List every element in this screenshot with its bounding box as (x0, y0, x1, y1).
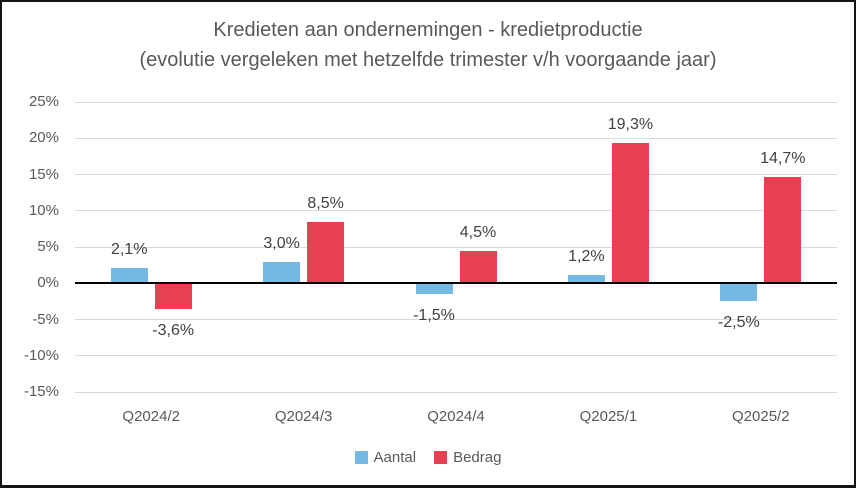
bar-aantal-q2024-2 (110, 268, 148, 284)
x-axis-category-label: Q2025/1 (579, 408, 638, 425)
chart-subtitle: (evolutie vergeleken met hetzelfde trime… (139, 49, 717, 71)
x-axis-category-label: Q2024/2 (122, 408, 180, 425)
y-axis-tick-label: -5% (32, 310, 59, 328)
gridline (75, 210, 837, 212)
y-axis-tick-label: 15% (28, 165, 59, 183)
y-axis-tick-label: 25% (28, 93, 59, 110)
y-axis-tick-label: -10% (23, 346, 59, 364)
y-axis-tick-label: -15% (23, 383, 59, 400)
bar-bedrag-q2025-2 (764, 176, 802, 284)
y-axis-tick-label: 20% (28, 129, 59, 147)
legend-swatch-icon (354, 451, 368, 464)
data-label-bedrag-q2024-2: -3,6% (152, 322, 195, 340)
legend-item-bedrag: Bedrag (434, 449, 501, 466)
legend-label: Bedrag (453, 449, 502, 466)
gridline (75, 391, 837, 393)
x-axis-zero-line (75, 282, 837, 285)
legend-item-aantal: Aantal (354, 449, 417, 466)
gridline (75, 355, 837, 357)
data-label-aantal-q2025-1: 1,2% (568, 247, 605, 265)
legend: Aantal Bedrag (2, 449, 854, 466)
y-axis-tick-label: 10% (28, 201, 59, 219)
bar-aantal-q2024-3 (263, 261, 301, 284)
data-label-bedrag-q2024-3: 8,5% (307, 194, 344, 212)
data-label-bedrag-q2024-4: 4,5% (459, 223, 497, 241)
bar-aantal-q2025-2 (720, 283, 758, 302)
x-axis-category-label: Q2024/4 (427, 408, 485, 425)
data-label-aantal-q2024-4: -1,5% (413, 307, 455, 325)
data-label-aantal-q2024-2: 2,1% (110, 241, 148, 259)
data-label-bedrag-q2025-1: 19,3% (607, 116, 654, 134)
x-axis-category-label: Q2025/2 (732, 408, 790, 425)
legend-label: Aantal (373, 449, 417, 466)
gridline (75, 319, 837, 320)
bar-aantal-q2025-1 (567, 274, 605, 284)
gridline (75, 174, 837, 175)
chart-title-block: Kredieten aan ondernemingen - kredietpro… (2, 15, 854, 75)
gridline (75, 101, 837, 103)
bar-bedrag-q2024-2 (154, 283, 192, 310)
data-label-aantal-q2024-3: 3,0% (263, 234, 300, 252)
data-label-aantal-q2025-2: -2,5% (717, 314, 760, 332)
bar-bedrag-q2024-4 (459, 250, 497, 284)
legend-swatch-icon (434, 451, 448, 464)
x-axis-category-label: Q2024/3 (274, 408, 333, 425)
bar-bedrag-q2024-3 (307, 221, 345, 284)
y-axis-tick-label: 0% (37, 274, 59, 292)
chart-title: Kredieten aan ondernemingen - kredietpro… (213, 19, 643, 41)
bar-bedrag-q2025-1 (611, 143, 649, 284)
y-axis-tick-label: 5% (37, 238, 59, 255)
data-label-bedrag-q2025-2: 14,7% (760, 149, 806, 167)
gridline (75, 137, 837, 139)
gridline (75, 246, 837, 248)
bar-aantal-q2024-4 (415, 283, 453, 295)
